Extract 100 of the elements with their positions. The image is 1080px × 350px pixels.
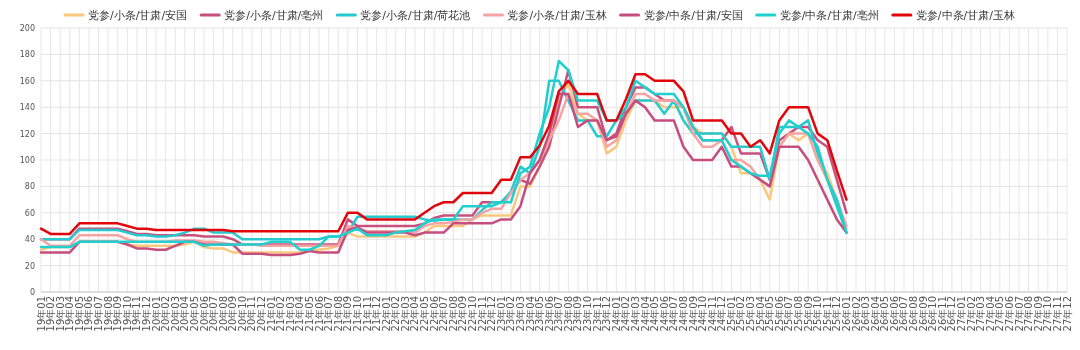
x-tick-label: 27年04: [984, 296, 996, 332]
x-tick-label: 22年02: [390, 296, 402, 332]
x-tick-label: 26年11: [936, 296, 948, 332]
x-tick-label: 23年06: [543, 296, 555, 332]
x-tick-label: 24年10: [697, 296, 709, 332]
x-tick-label: 24年09: [687, 296, 699, 332]
x-tick-label: 19年11: [131, 296, 143, 332]
x-tick-label: 20年04: [179, 296, 191, 332]
x-tick-label: 24年05: [649, 296, 661, 332]
x-tick-label: 21年06: [313, 296, 325, 332]
x-tick-label: 22年07: [438, 296, 450, 332]
x-tick-label: 25年09: [802, 296, 814, 332]
x-tick-label: 24年11: [706, 296, 718, 332]
x-tick-label: 24年03: [630, 296, 641, 332]
x-tick-label: 23年11: [591, 296, 603, 332]
x-tick-label: 24年04: [639, 296, 651, 332]
x-tick-label: 19年10: [121, 296, 133, 332]
x-tick-label: 23年08: [562, 296, 574, 332]
x-tick-label: 20年01: [150, 296, 162, 332]
x-tick-label: 25年03: [745, 296, 757, 332]
x-tick-label: 21年10: [351, 296, 363, 332]
x-tick-label: 24年07: [668, 296, 680, 332]
x-tick-label: 26年05: [879, 296, 891, 332]
x-tick-label: 23年12: [601, 296, 613, 332]
x-tick-label: 19年05: [73, 296, 85, 332]
x-tick-label: 27年07: [1013, 296, 1025, 332]
x-tick-label: 19年02: [45, 296, 57, 332]
x-tick-label: 24年01: [610, 296, 622, 332]
x-tick-label: 19年04: [64, 296, 76, 332]
legend-label: 党参/小条/甘肃/亳州: [224, 9, 324, 22]
x-tick-label: 26年04: [869, 296, 881, 332]
legend-label: 党参/中条/甘肃/玉林: [915, 9, 1015, 22]
x-tick-label: 21年07: [323, 296, 335, 332]
y-tick-label: 200: [19, 24, 35, 33]
x-tick-label: 25年06: [773, 296, 785, 332]
x-tick-label: 27年10: [1042, 296, 1054, 332]
x-tick-label: 22年11: [476, 296, 488, 332]
x-tick-label: 27年02: [965, 296, 977, 332]
x-tick-label: 19年08: [102, 296, 114, 332]
y-tick-label: 120: [19, 129, 35, 139]
x-tick-label: 22年12: [486, 296, 498, 332]
x-tick-label: 20年09: [227, 296, 239, 332]
y-tick-label: 80: [24, 182, 35, 192]
x-tick-label: 19年09: [112, 296, 124, 332]
x-tick-label: 23年01: [495, 296, 507, 332]
x-tick-label: 26年03: [860, 296, 872, 332]
x-tick-label: 20年03: [169, 296, 181, 332]
x-tick-label: 26年08: [908, 296, 920, 332]
x-tick-label: 25年07: [783, 296, 795, 332]
x-tick-label: 22年04: [409, 296, 421, 332]
x-tick-label: 24年02: [620, 296, 632, 332]
x-tick-label: 25年04: [754, 296, 766, 332]
x-tick-label: 26年01: [840, 296, 852, 332]
y-tick-label: 40: [24, 235, 35, 245]
x-tick-label: 23年10: [582, 296, 594, 332]
x-tick-label: 26年09: [917, 296, 929, 332]
x-tick-label: 25年08: [793, 296, 805, 332]
x-tick-label: 20年12: [256, 296, 268, 332]
x-tick-label: 19年12: [140, 296, 152, 332]
x-tick-label: 22年05: [419, 296, 431, 332]
x-tick-label: 19年06: [83, 296, 95, 332]
y-tick-label: 60: [24, 208, 35, 218]
x-tick-label: 23年04: [524, 296, 536, 332]
x-tick-label: 25年10: [812, 296, 824, 332]
x-tick-label: 23年05: [534, 296, 546, 332]
x-tick-label: 27年01: [956, 296, 968, 332]
legend-label: 党参/小条/甘肃/荷花池: [360, 9, 471, 22]
x-tick-label: 27年06: [1003, 296, 1015, 332]
x-tick-label: 21年12: [371, 296, 383, 332]
x-tick-label: 27年03: [975, 296, 987, 332]
x-tick-label: 21年03: [284, 296, 296, 332]
x-tick-label: 21年08: [332, 296, 344, 332]
x-tick-label: 22年09: [457, 296, 469, 332]
x-tick-label: 24年08: [677, 296, 689, 332]
x-tick-label: 19年03: [54, 296, 66, 332]
x-tick-label: 19年07: [93, 296, 105, 332]
x-tick-label: 26年06: [888, 296, 900, 332]
x-tick-label: 20年05: [188, 296, 200, 332]
x-tick-label: 20年02: [160, 296, 172, 332]
x-tick-label: 27年11: [1051, 296, 1063, 332]
legend-label: 党参/小条/甘肃/玉林: [507, 9, 607, 22]
x-tick-label: 26年12: [946, 296, 958, 332]
y-tick-label: 100: [19, 156, 35, 165]
legend-label: 党参/小条/甘肃/安国: [88, 9, 188, 22]
x-tick-label: 21年01: [265, 296, 277, 332]
x-tick-label: 21年11: [361, 296, 373, 332]
x-tick-label: 27年09: [1032, 296, 1044, 332]
y-tick-label: 160: [19, 76, 35, 86]
legend-label: 党参/中条/甘肃/亳州: [779, 9, 879, 22]
x-tick-label: 22年10: [467, 296, 478, 332]
x-tick-label: 20年10: [236, 296, 248, 332]
x-tick-label: 26年10: [927, 296, 939, 332]
x-tick-label: 20年06: [198, 296, 210, 332]
x-tick-label: 23年07: [553, 296, 565, 332]
y-tick-label: 0: [29, 288, 35, 297]
y-tick-label: 20: [24, 261, 35, 271]
x-tick-label: 20年11: [246, 296, 258, 332]
x-tick-label: 27年05: [994, 296, 1006, 332]
x-tick-label: 26年07: [898, 296, 910, 332]
x-tick-label: 23年09: [572, 296, 584, 332]
